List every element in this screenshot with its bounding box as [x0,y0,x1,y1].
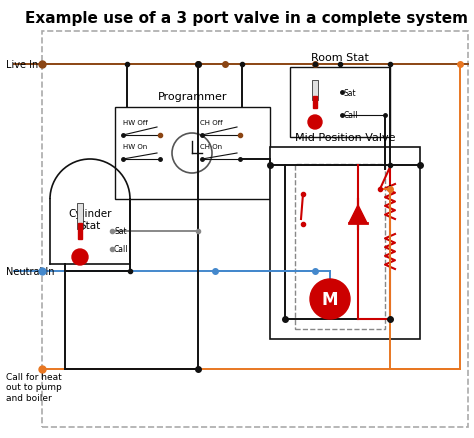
Text: CH Off: CH Off [200,120,223,126]
Bar [290,68,390,138]
Text: HW On: HW On [123,144,147,150]
Circle shape [72,249,88,265]
Text: HW Off: HW Off [123,120,148,126]
Bar [77,204,83,230]
Text: M: M [322,290,338,308]
Bar [115,108,270,200]
Polygon shape [349,205,367,223]
Bar [78,223,82,240]
Bar [270,148,420,339]
Text: Call: Call [114,245,128,254]
Text: Call: Call [344,111,358,120]
Text: Sat: Sat [114,227,127,236]
Bar [312,81,318,101]
Text: CH On: CH On [200,144,222,150]
Text: Call for heat
out to pump
and boiler: Call for heat out to pump and boiler [6,372,62,402]
Text: Example use of a 3 port valve in a complete system: Example use of a 3 port valve in a compl… [25,11,468,25]
Text: Cylinder
Stat: Cylinder Stat [68,209,112,230]
Bar [313,97,317,109]
Text: Programmer: Programmer [158,92,227,102]
Text: Neutral In: Neutral In [6,266,55,276]
Text: Live In: Live In [6,60,38,70]
Bar [42,32,468,427]
Circle shape [310,279,350,319]
Text: Room Stat: Room Stat [311,53,369,63]
Circle shape [308,116,322,130]
Text: Mid Position Valve: Mid Position Valve [295,133,395,143]
Bar [295,165,385,329]
Text: Sat: Sat [344,88,356,97]
